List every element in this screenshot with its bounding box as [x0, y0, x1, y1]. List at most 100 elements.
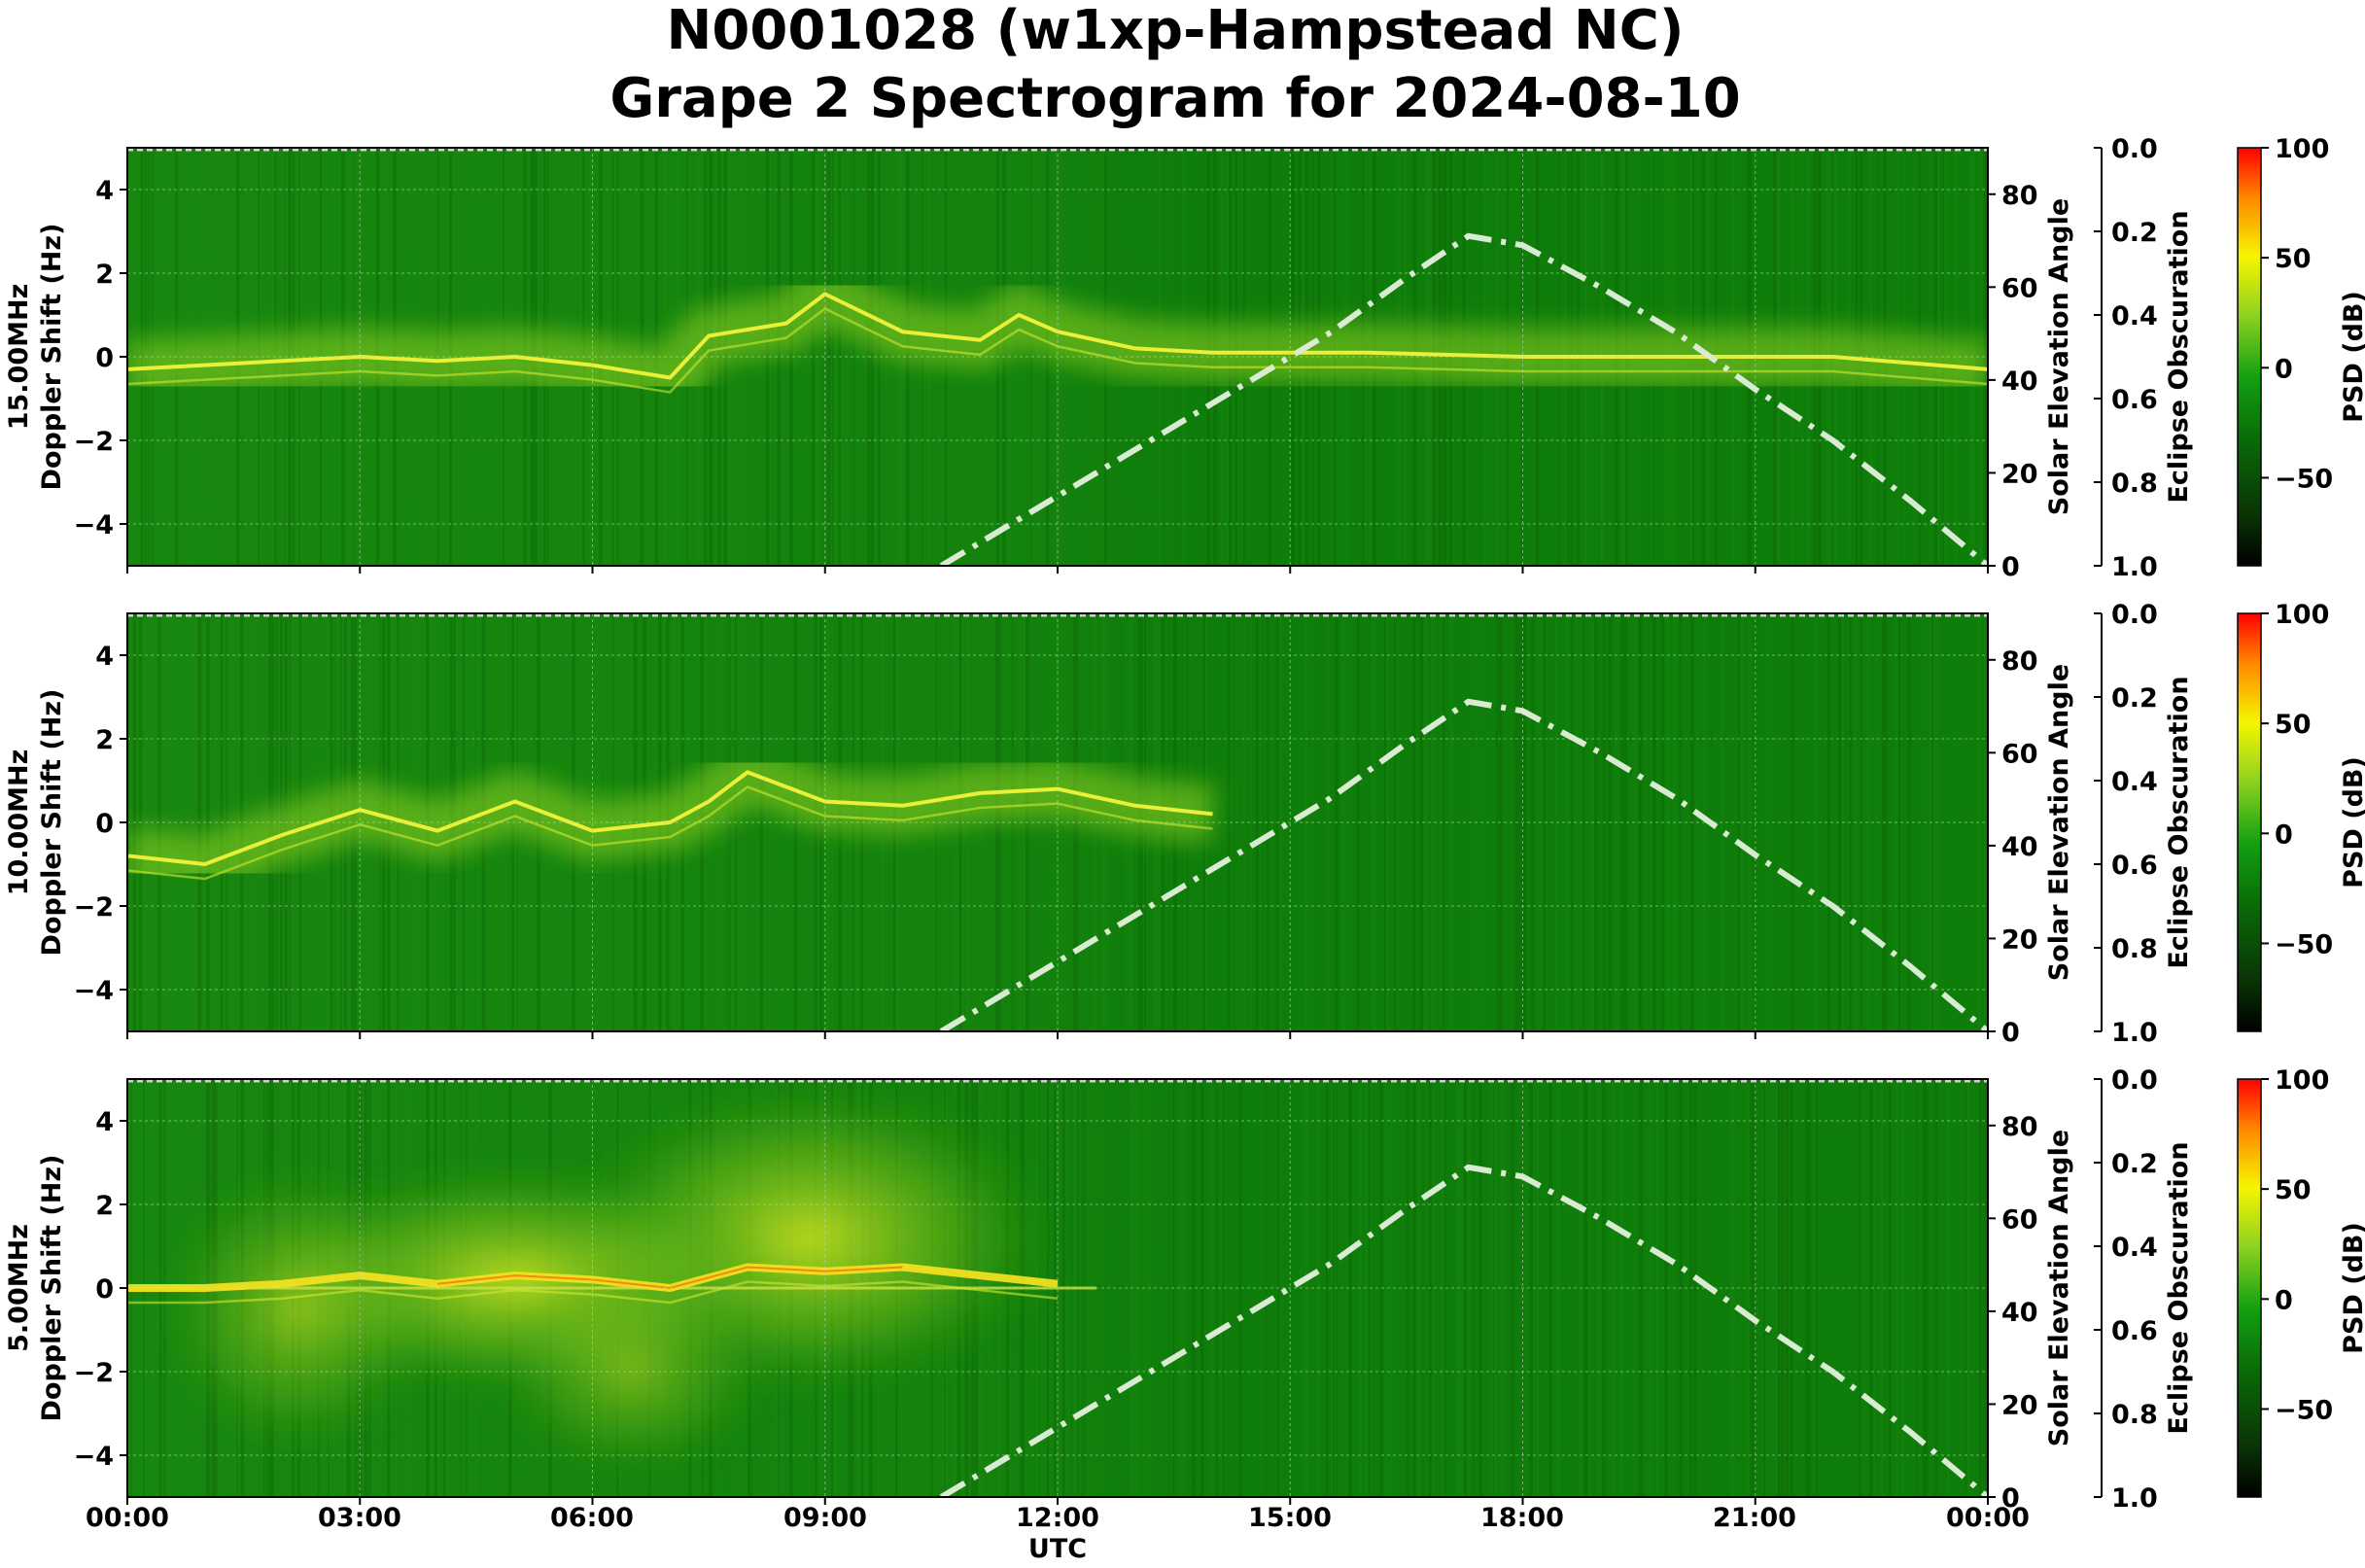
- noise-stripe: [1523, 613, 1526, 1031]
- x-tick-label: 06:00: [550, 1503, 634, 1533]
- noise-stripe: [207, 613, 210, 1031]
- noise-stripe: [1390, 1079, 1394, 1497]
- eclipse-tick-label: 0.4: [2111, 301, 2158, 331]
- noise-stripe: [1325, 1079, 1329, 1497]
- noise-stripe: [1348, 1079, 1352, 1497]
- y-tick-label: −4: [74, 510, 114, 540]
- y-tick-label: −2: [74, 427, 114, 457]
- noise-stripe: [1035, 148, 1039, 566]
- y-tick-label: 4: [95, 1107, 114, 1137]
- noise-stripe: [1373, 613, 1376, 1031]
- elevation-tick-label: 60: [2001, 273, 2038, 303]
- colorbar: [2237, 147, 2262, 567]
- spectrogram-panel: 420−2−415.00MHz Doppler Shift (Hz)8060402…: [4, 134, 2365, 582]
- noise-stripe: [1671, 1079, 1673, 1497]
- noise-stripe: [1978, 613, 1981, 1031]
- noise-stripe: [1132, 1079, 1136, 1497]
- noise-stripe: [1448, 613, 1453, 1031]
- noise-stripe: [1442, 1079, 1444, 1497]
- eclipse-tick-label: 0.4: [2111, 1233, 2158, 1263]
- noise-stripe: [1530, 1079, 1533, 1497]
- noise-stripe: [1752, 1079, 1754, 1497]
- noise-stripe: [1916, 1079, 1918, 1497]
- noise-stripe: [1880, 1079, 1884, 1497]
- x-tick-label: 15:00: [1248, 1503, 1332, 1533]
- spectrogram-panel: 420−2−410.00MHz Doppler Shift (Hz)8060402…: [4, 600, 2365, 1048]
- noise-stripe: [1500, 1079, 1504, 1497]
- noise-stripe: [998, 613, 1001, 1031]
- colorbar-tick-label: 0: [2275, 1285, 2293, 1315]
- panel-frequency-label: 5.00MHz: [4, 1224, 34, 1352]
- noise-stripe: [1617, 613, 1620, 1031]
- noise-stripe: [1018, 148, 1020, 566]
- noise-stripe: [1431, 1079, 1435, 1497]
- eclipse-axis-label: Eclipse Obscuration: [2164, 676, 2194, 968]
- elevation-tick-label: 60: [2001, 1204, 2038, 1235]
- noise-stripe: [1555, 613, 1557, 1031]
- elevation-tick-label: 0: [2001, 552, 2020, 582]
- noise-stripe: [830, 148, 833, 566]
- doppler-trace-echo: [127, 307, 1988, 394]
- noise-stripe: [1814, 613, 1819, 1031]
- x-tick-label: 03:00: [318, 1503, 401, 1533]
- noise-stripe: [1623, 613, 1627, 1031]
- noise-stripe: [1220, 1079, 1224, 1497]
- noise-stripe: [1873, 1079, 1877, 1497]
- noise-stripe: [1652, 613, 1657, 1031]
- figure-title-line1: N0001028 (w1xp-Hampstead NC): [667, 0, 1685, 62]
- y-tick-label: −2: [74, 892, 114, 923]
- noise-stripe: [1529, 1079, 1533, 1497]
- noise-stripe: [1518, 613, 1521, 1031]
- elevation-tick-label: 20: [2001, 924, 2038, 955]
- heatmap-glow: [157, 1079, 1058, 1477]
- noise-stripe: [1827, 613, 1830, 1031]
- solar-elevation-curve: [939, 698, 1988, 1031]
- noise-stripe: [1816, 1079, 1819, 1497]
- noise-stripe: [1179, 1079, 1183, 1497]
- noise-stripe: [983, 613, 986, 1031]
- elevation-tick-label: 40: [2001, 1298, 2038, 1328]
- panel-frequency-label: 15.00MHz: [4, 284, 34, 431]
- eclipse-tick-label: 0.2: [2111, 683, 2158, 714]
- colorbar-tick-label: 50: [2275, 244, 2312, 274]
- glow-blob: [157, 1163, 437, 1455]
- eclipse-tick-label: 0.2: [2111, 1149, 2158, 1179]
- noise-stripe: [1652, 613, 1655, 1031]
- noise-stripe: [1027, 148, 1032, 566]
- eclipse-tick-label: 1.0: [2111, 1483, 2158, 1514]
- noise-stripe: [1473, 1079, 1475, 1497]
- noise-stripe: [171, 613, 175, 1031]
- colorbar-tick-label: 100: [2275, 1065, 2329, 1096]
- noise-stripe: [878, 148, 881, 566]
- noise-stripe: [1384, 1079, 1388, 1497]
- colorbar-label: PSD (dB): [2339, 1222, 2365, 1354]
- colorbar: [2237, 1078, 2262, 1498]
- doppler-trace-echo: [127, 1280, 1059, 1305]
- noise-stripe: [1327, 613, 1329, 1031]
- noise-stripe: [1238, 1079, 1242, 1497]
- colorbar-tick-label: −50: [2275, 464, 2333, 494]
- noise-stripe: [1866, 613, 1871, 1031]
- noise-stripe: [1466, 1079, 1471, 1497]
- noise-stripe: [1023, 613, 1026, 1031]
- noise-stripe: [1571, 613, 1574, 1031]
- noise-stripe: [831, 148, 834, 566]
- noise-stripe: [1531, 613, 1535, 1031]
- noise-stripe: [870, 148, 874, 566]
- noise-stripe: [1413, 1079, 1416, 1497]
- noise-stripe: [1588, 1079, 1591, 1497]
- colorbar-tick-label: −50: [2275, 1395, 2333, 1425]
- noise-stripe: [1536, 1079, 1538, 1497]
- noise-stripe: [206, 613, 210, 1031]
- colorbar-tick-label: 100: [2275, 600, 2329, 630]
- noise-stripe: [1762, 1079, 1766, 1497]
- noise-stripe: [1280, 1079, 1282, 1497]
- noise-stripe: [1496, 613, 1498, 1031]
- noise-stripe: [1011, 613, 1014, 1031]
- noise-stripe: [194, 613, 198, 1031]
- noise-stripe: [1635, 613, 1639, 1031]
- elevation-tick-label: 0: [2001, 1483, 2020, 1514]
- noise-stripe: [1932, 613, 1937, 1031]
- noise-stripe: [193, 613, 198, 1031]
- elevation-tick-label: 0: [2001, 1018, 2020, 1048]
